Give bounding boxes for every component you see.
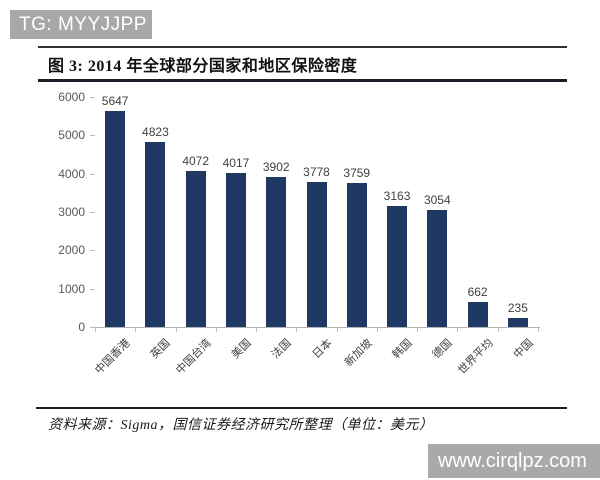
y-axis-tick: [90, 97, 95, 98]
bar: [225, 173, 246, 327]
bar-value-label: 5647: [101, 93, 129, 108]
bar-value-label: 662: [467, 284, 488, 299]
bar-chart: 0 1000 2000 3000 4000 5000 6000 5647 中国香港 4823 英国 4…: [0, 88, 600, 400]
figure-title-underline: [38, 79, 567, 82]
bar: [467, 301, 488, 327]
y-axis-label: 6000: [58, 90, 85, 104]
x-axis-tick: [497, 328, 499, 332]
x-axis-category-label: 韩国: [390, 337, 415, 362]
bar: [306, 182, 327, 327]
x-axis-line: [95, 327, 540, 328]
y-axis-label: 4000: [58, 166, 85, 181]
x-axis-tick: [135, 328, 137, 332]
bar: [145, 142, 166, 327]
x-axis-tick: [215, 328, 217, 332]
x-axis-category-label: 美国: [229, 337, 254, 362]
bar: [105, 110, 126, 327]
y-axis-tick: [90, 288, 95, 290]
y-axis-tick: [90, 327, 95, 328]
x-axis-category-label: 世界平均: [455, 337, 496, 377]
bar: [266, 177, 287, 327]
watermark-badge-top: TG: MYYJJPP: [10, 10, 152, 39]
y-axis-label: 2000: [58, 243, 85, 258]
x-axis-category-label: 德国: [430, 337, 455, 362]
y-axis-label: 0: [78, 320, 85, 334]
x-axis-category-label: 中国台湾: [173, 337, 214, 377]
y-axis-tick: [90, 250, 95, 252]
bar-value-label: 3902: [262, 160, 290, 175]
x-axis-tick: [457, 328, 459, 332]
x-axis-tick: [417, 328, 419, 332]
x-axis-category-label: 日本: [310, 337, 335, 362]
bar: [427, 209, 448, 327]
watermark-badge-bottom: www.cirqlpz.com: [428, 444, 600, 478]
figure-title: 图 3: 2014 年全球部分国家和地区保险密度: [48, 58, 358, 75]
y-axis-tick: [90, 173, 95, 175]
x-axis-category-label: 新加坡: [342, 337, 375, 369]
x-axis-tick: [538, 328, 539, 332]
x-axis-category-label: 中国: [511, 337, 536, 362]
x-axis-category-label: 中国香港: [93, 337, 133, 377]
x-axis-category-label: 英国: [148, 337, 174, 362]
y-axis-tick: [90, 212, 95, 213]
bar-value-label: 4823: [142, 125, 169, 140]
bar: [387, 205, 408, 327]
y-axis-label: 5000: [58, 128, 85, 143]
x-axis-tick: [336, 328, 338, 332]
source-note: 资料来源：Sigma，国信证券经济研究所整理（单位：美元）: [48, 418, 434, 433]
bar-value-label: 235: [507, 300, 528, 315]
x-axis-tick: [175, 328, 177, 332]
x-axis-tick: [376, 328, 378, 332]
bar-value-label: 3759: [343, 165, 371, 180]
bar-value-label: 3054: [423, 192, 451, 207]
bar: [346, 182, 367, 327]
bar-value-label: 4017: [222, 156, 250, 170]
figure-top-rule: [38, 46, 567, 48]
source-rule: [36, 407, 567, 409]
bar: [185, 170, 206, 327]
bar: [507, 317, 528, 327]
y-axis-label: 1000: [58, 281, 85, 296]
x-axis-tick: [256, 328, 258, 332]
bar-value-label: 3163: [383, 188, 411, 203]
x-axis-tick: [95, 328, 96, 332]
y-axis-tick: [90, 135, 95, 137]
bar-value-label: 3778: [303, 165, 330, 180]
x-axis-tick: [296, 328, 298, 332]
y-axis-label: 3000: [58, 205, 85, 219]
bar-value-label: 4072: [182, 153, 210, 168]
x-axis-category-label: 法国: [269, 337, 294, 362]
